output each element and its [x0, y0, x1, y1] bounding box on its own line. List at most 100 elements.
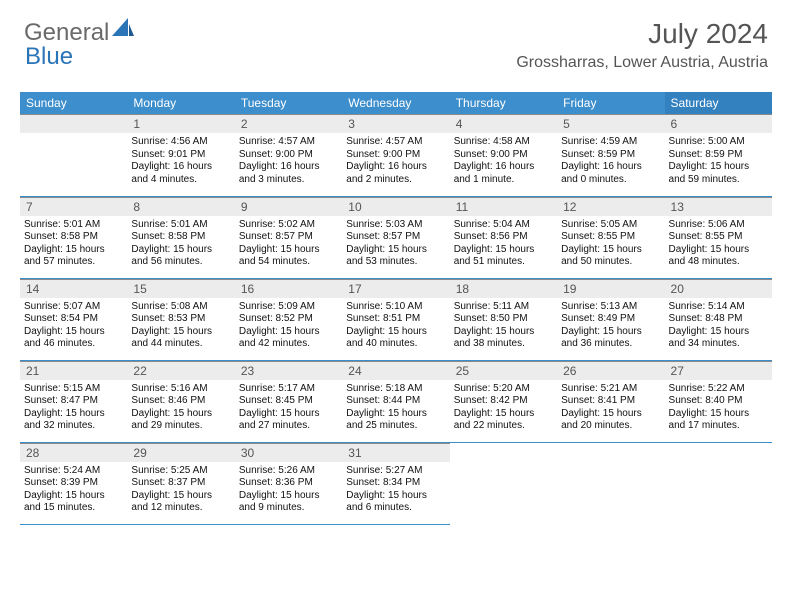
- day-info: Sunrise: 4:56 AMSunset: 9:01 PMDaylight:…: [127, 133, 234, 190]
- title-block: July 2024 Grossharras, Lower Austria, Au…: [516, 18, 768, 72]
- day-number: 26: [557, 361, 664, 380]
- calendar-table: SundayMondayTuesdayWednesdayThursdayFrid…: [20, 92, 772, 525]
- calendar-cell: 3Sunrise: 4:57 AMSunset: 9:00 PMDaylight…: [342, 114, 449, 196]
- calendar-cell: 12Sunrise: 5:05 AMSunset: 8:55 PMDayligh…: [557, 196, 664, 278]
- calendar-cell: [20, 114, 127, 196]
- calendar-cell: 23Sunrise: 5:17 AMSunset: 8:45 PMDayligh…: [235, 360, 342, 442]
- calendar-cell: [665, 442, 772, 524]
- day-number: 8: [127, 197, 234, 216]
- day-info: Sunrise: 5:25 AMSunset: 8:37 PMDaylight:…: [127, 462, 234, 519]
- calendar-cell: 31Sunrise: 5:27 AMSunset: 8:34 PMDayligh…: [342, 442, 449, 524]
- day-info: Sunrise: 5:01 AMSunset: 8:58 PMDaylight:…: [20, 216, 127, 273]
- day-info: Sunrise: 5:16 AMSunset: 8:46 PMDaylight:…: [127, 380, 234, 437]
- day-info: Sunrise: 4:57 AMSunset: 9:00 PMDaylight:…: [342, 133, 449, 190]
- weekday-header: Sunday: [20, 92, 127, 114]
- day-number: 4: [450, 114, 557, 133]
- day-number: 2: [235, 114, 342, 133]
- calendar-cell: 18Sunrise: 5:11 AMSunset: 8:50 PMDayligh…: [450, 278, 557, 360]
- calendar-cell: 26Sunrise: 5:21 AMSunset: 8:41 PMDayligh…: [557, 360, 664, 442]
- day-number: 30: [235, 443, 342, 462]
- calendar-cell: 28Sunrise: 5:24 AMSunset: 8:39 PMDayligh…: [20, 442, 127, 524]
- day-info: Sunrise: 5:27 AMSunset: 8:34 PMDaylight:…: [342, 462, 449, 519]
- day-number: 18: [450, 279, 557, 298]
- day-info: Sunrise: 5:01 AMSunset: 8:58 PMDaylight:…: [127, 216, 234, 273]
- day-info: Sunrise: 5:00 AMSunset: 8:59 PMDaylight:…: [665, 133, 772, 190]
- calendar-cell: 21Sunrise: 5:15 AMSunset: 8:47 PMDayligh…: [20, 360, 127, 442]
- day-number: 5: [557, 114, 664, 133]
- day-number: 13: [665, 197, 772, 216]
- day-number: 25: [450, 361, 557, 380]
- calendar-cell: 14Sunrise: 5:07 AMSunset: 8:54 PMDayligh…: [20, 278, 127, 360]
- day-number: 11: [450, 197, 557, 216]
- day-info: Sunrise: 5:21 AMSunset: 8:41 PMDaylight:…: [557, 380, 664, 437]
- weekday-header: Monday: [127, 92, 234, 114]
- day-info: Sunrise: 5:08 AMSunset: 8:53 PMDaylight:…: [127, 298, 234, 355]
- calendar-cell: 27Sunrise: 5:22 AMSunset: 8:40 PMDayligh…: [665, 360, 772, 442]
- calendar-cell: 2Sunrise: 4:57 AMSunset: 9:00 PMDaylight…: [235, 114, 342, 196]
- header: General July 2024 Grossharras, Lower Aus…: [0, 0, 792, 78]
- calendar-cell: 1Sunrise: 4:56 AMSunset: 9:01 PMDaylight…: [127, 114, 234, 196]
- day-number: 20: [665, 279, 772, 298]
- day-info: Sunrise: 5:06 AMSunset: 8:55 PMDaylight:…: [665, 216, 772, 273]
- calendar-cell: 6Sunrise: 5:00 AMSunset: 8:59 PMDaylight…: [665, 114, 772, 196]
- calendar-cell: [557, 442, 664, 524]
- calendar-cell: 25Sunrise: 5:20 AMSunset: 8:42 PMDayligh…: [450, 360, 557, 442]
- day-number-empty: [20, 114, 127, 133]
- calendar-cell: 22Sunrise: 5:16 AMSunset: 8:46 PMDayligh…: [127, 360, 234, 442]
- day-info: Sunrise: 4:58 AMSunset: 9:00 PMDaylight:…: [450, 133, 557, 190]
- calendar-cell: 29Sunrise: 5:25 AMSunset: 8:37 PMDayligh…: [127, 442, 234, 524]
- calendar-cell: 10Sunrise: 5:03 AMSunset: 8:57 PMDayligh…: [342, 196, 449, 278]
- day-info: Sunrise: 5:10 AMSunset: 8:51 PMDaylight:…: [342, 298, 449, 355]
- day-info: Sunrise: 5:09 AMSunset: 8:52 PMDaylight:…: [235, 298, 342, 355]
- day-info: Sunrise: 5:07 AMSunset: 8:54 PMDaylight:…: [20, 298, 127, 355]
- day-number: 23: [235, 361, 342, 380]
- sail-icon: [112, 18, 134, 47]
- day-info: Sunrise: 5:14 AMSunset: 8:48 PMDaylight:…: [665, 298, 772, 355]
- day-info: Sunrise: 5:15 AMSunset: 8:47 PMDaylight:…: [20, 380, 127, 437]
- calendar-cell: 11Sunrise: 5:04 AMSunset: 8:56 PMDayligh…: [450, 196, 557, 278]
- day-number: 22: [127, 361, 234, 380]
- day-info: Sunrise: 5:11 AMSunset: 8:50 PMDaylight:…: [450, 298, 557, 355]
- calendar-cell: [450, 442, 557, 524]
- day-number: 16: [235, 279, 342, 298]
- calendar-cell: 8Sunrise: 5:01 AMSunset: 8:58 PMDaylight…: [127, 196, 234, 278]
- day-number: 19: [557, 279, 664, 298]
- calendar-body: 1Sunrise: 4:56 AMSunset: 9:01 PMDaylight…: [20, 114, 772, 524]
- day-info: Sunrise: 5:24 AMSunset: 8:39 PMDaylight:…: [20, 462, 127, 519]
- day-number: 28: [20, 443, 127, 462]
- day-info: Sunrise: 5:03 AMSunset: 8:57 PMDaylight:…: [342, 216, 449, 273]
- day-info: Sunrise: 4:57 AMSunset: 9:00 PMDaylight:…: [235, 133, 342, 190]
- day-info: Sunrise: 4:59 AMSunset: 8:59 PMDaylight:…: [557, 133, 664, 190]
- calendar-cell: 16Sunrise: 5:09 AMSunset: 8:52 PMDayligh…: [235, 278, 342, 360]
- day-number: 17: [342, 279, 449, 298]
- calendar-cell: 19Sunrise: 5:13 AMSunset: 8:49 PMDayligh…: [557, 278, 664, 360]
- day-info: Sunrise: 5:18 AMSunset: 8:44 PMDaylight:…: [342, 380, 449, 437]
- calendar-cell: 4Sunrise: 4:58 AMSunset: 9:00 PMDaylight…: [450, 114, 557, 196]
- day-number: 31: [342, 443, 449, 462]
- calendar-cell: 15Sunrise: 5:08 AMSunset: 8:53 PMDayligh…: [127, 278, 234, 360]
- weekday-header: Tuesday: [235, 92, 342, 114]
- calendar-cell: 24Sunrise: 5:18 AMSunset: 8:44 PMDayligh…: [342, 360, 449, 442]
- calendar-header-row: SundayMondayTuesdayWednesdayThursdayFrid…: [20, 92, 772, 114]
- month-title: July 2024: [516, 18, 768, 50]
- day-number: 12: [557, 197, 664, 216]
- day-info: Sunrise: 5:22 AMSunset: 8:40 PMDaylight:…: [665, 380, 772, 437]
- day-number: 15: [127, 279, 234, 298]
- day-info: Sunrise: 5:13 AMSunset: 8:49 PMDaylight:…: [557, 298, 664, 355]
- weekday-header: Saturday: [665, 92, 772, 114]
- calendar-cell: 7Sunrise: 5:01 AMSunset: 8:58 PMDaylight…: [20, 196, 127, 278]
- day-number: 6: [665, 114, 772, 133]
- day-number: 14: [20, 279, 127, 298]
- calendar-cell: 20Sunrise: 5:14 AMSunset: 8:48 PMDayligh…: [665, 278, 772, 360]
- calendar-cell: 9Sunrise: 5:02 AMSunset: 8:57 PMDaylight…: [235, 196, 342, 278]
- day-info: Sunrise: 5:05 AMSunset: 8:55 PMDaylight:…: [557, 216, 664, 273]
- weekday-header: Wednesday: [342, 92, 449, 114]
- calendar-cell: 13Sunrise: 5:06 AMSunset: 8:55 PMDayligh…: [665, 196, 772, 278]
- day-number: 1: [127, 114, 234, 133]
- day-info: Sunrise: 5:17 AMSunset: 8:45 PMDaylight:…: [235, 380, 342, 437]
- day-number: 27: [665, 361, 772, 380]
- calendar-cell: 17Sunrise: 5:10 AMSunset: 8:51 PMDayligh…: [342, 278, 449, 360]
- calendar-cell: 5Sunrise: 4:59 AMSunset: 8:59 PMDaylight…: [557, 114, 664, 196]
- day-number: 21: [20, 361, 127, 380]
- day-info: Sunrise: 5:26 AMSunset: 8:36 PMDaylight:…: [235, 462, 342, 519]
